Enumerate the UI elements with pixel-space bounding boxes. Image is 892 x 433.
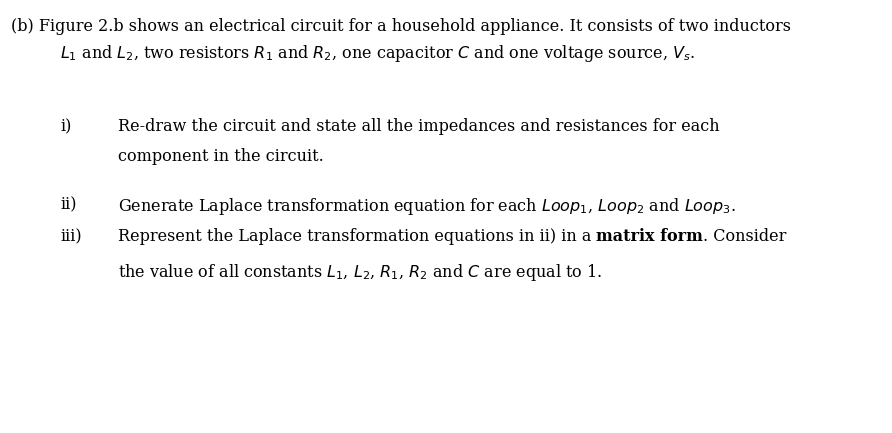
Text: Re-draw the circuit and state all the impedances and resistances for each: Re-draw the circuit and state all the im… <box>118 118 720 135</box>
Text: i): i) <box>60 118 71 135</box>
Text: iii): iii) <box>60 228 82 245</box>
Text: Represent the Laplace transformation equations in ii) in a: Represent the Laplace transformation equ… <box>118 228 597 245</box>
Text: component in the circuit.: component in the circuit. <box>118 148 324 165</box>
Text: the value of all constants $L_1$, $L_2$, $R_1$, $R_2$ and $C$ are equal to 1.: the value of all constants $L_1$, $L_2$,… <box>118 262 602 283</box>
Text: ii): ii) <box>60 196 77 213</box>
Text: . Consider: . Consider <box>704 228 787 245</box>
Text: matrix form: matrix form <box>597 228 704 245</box>
Text: Generate Laplace transformation equation for each $\mathit{Loop}_1$, $\mathit{Lo: Generate Laplace transformation equation… <box>118 196 736 217</box>
Text: (b) Figure 2.b shows an electrical circuit for a household appliance. It consist: (b) Figure 2.b shows an electrical circu… <box>11 18 791 35</box>
Text: $L_1$ and $L_2$, two resistors $R_1$ and $R_2$, one capacitor $C$ and one voltag: $L_1$ and $L_2$, two resistors $R_1$ and… <box>60 43 695 64</box>
